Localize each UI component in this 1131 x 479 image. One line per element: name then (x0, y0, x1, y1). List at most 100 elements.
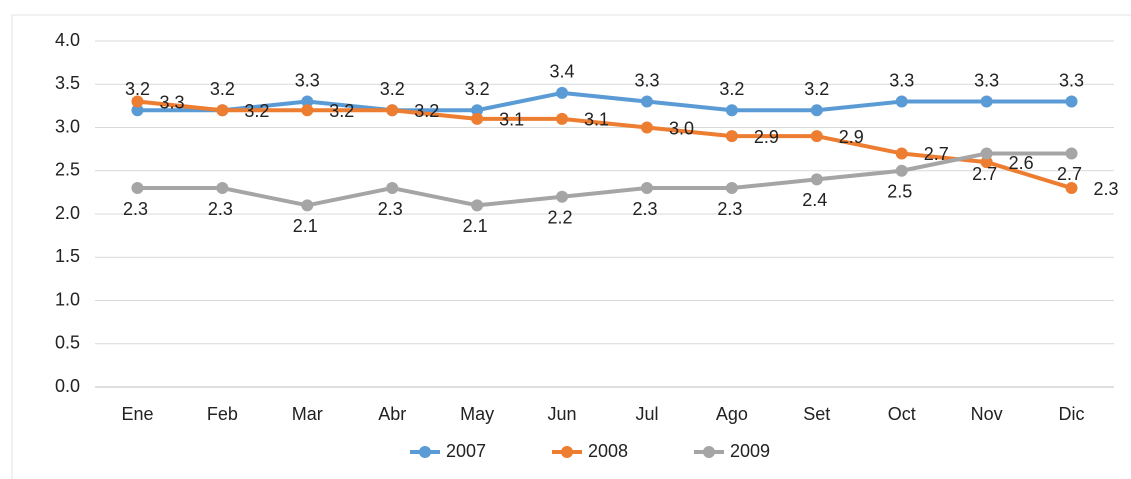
legend-marker (419, 446, 431, 458)
point (980, 156, 993, 169)
point (216, 182, 229, 195)
point (131, 182, 144, 195)
data-label: 3.1 (584, 110, 609, 130)
series-line (137, 99, 1073, 190)
data-label: 2.4 (802, 190, 827, 210)
point (471, 199, 484, 212)
data-label: 3.0 (669, 118, 694, 138)
data-label: 2.3 (208, 199, 233, 219)
point (810, 173, 823, 186)
data-label: 3.2 (719, 79, 744, 99)
point (810, 104, 823, 117)
point (810, 130, 823, 143)
point (640, 95, 653, 108)
point (301, 95, 314, 108)
y-tick-label: 3.0 (55, 116, 80, 136)
data-label: 2.3 (378, 199, 403, 219)
point (895, 147, 908, 160)
data-label: 3.3 (634, 70, 659, 90)
point (471, 112, 484, 125)
y-tick-label: 1.0 (55, 289, 80, 309)
point (131, 95, 144, 108)
point (1065, 95, 1078, 108)
y-tick-label: 0.0 (55, 376, 80, 396)
y-tick-label: 2.0 (55, 203, 80, 223)
chart-border (11, 14, 1131, 479)
point (980, 147, 993, 160)
data-label: 2.3 (717, 199, 742, 219)
point (556, 190, 569, 203)
y-tick-label: 4.0 (55, 30, 80, 50)
x-tick-label: Ago (716, 404, 748, 424)
data-label: 2.3 (123, 199, 148, 219)
point (640, 121, 653, 134)
series-line (137, 90, 1072, 113)
x-tick-label: Ene (121, 404, 153, 424)
series-line (137, 151, 1072, 208)
legend-label: 2009 (730, 441, 770, 461)
point (386, 182, 399, 195)
legend-label: 2008 (588, 441, 628, 461)
data-label: 2.1 (463, 216, 488, 236)
data-label: 3.2 (210, 79, 235, 99)
y-tick-label: 1.5 (55, 246, 80, 266)
data-label: 2.3 (1094, 179, 1119, 199)
data-label: 3.3 (974, 70, 999, 90)
point (301, 199, 314, 212)
point (216, 104, 229, 117)
x-tick-label: Mar (292, 404, 323, 424)
data-label: 2.6 (1009, 153, 1034, 173)
point (895, 95, 908, 108)
data-label: 2.1 (293, 216, 318, 236)
data-label: 2.5 (887, 182, 912, 202)
point (386, 104, 399, 117)
data-label: 3.3 (159, 92, 184, 112)
point (725, 182, 738, 195)
data-label: 3.2 (380, 79, 405, 99)
point (725, 130, 738, 143)
data-label: 2.7 (972, 164, 997, 184)
point (471, 104, 484, 117)
point (895, 164, 908, 177)
data-label: 2.7 (924, 144, 949, 164)
point (556, 86, 569, 99)
x-tick-label: Oct (888, 404, 916, 424)
x-tick-label: Set (803, 404, 830, 424)
data-label: 3.2 (414, 101, 439, 121)
data-label: 3.2 (329, 101, 354, 121)
x-tick-label: May (460, 404, 494, 424)
y-tick-label: 2.5 (55, 160, 80, 180)
x-tick-label: Jul (635, 404, 658, 424)
legend-marker (561, 446, 573, 458)
data-label: 3.2 (465, 79, 490, 99)
data-label: 2.7 (1057, 164, 1082, 184)
data-label: 2.3 (632, 199, 657, 219)
point (1065, 147, 1078, 160)
data-label: 2.9 (754, 127, 779, 147)
point (640, 182, 653, 195)
point (301, 104, 314, 117)
data-label: 3.2 (804, 79, 829, 99)
data-label: 3.4 (550, 62, 575, 82)
point (1065, 182, 1078, 195)
x-tick-label: Nov (971, 404, 1003, 424)
y-tick-label: 0.5 (55, 333, 80, 353)
data-label: 3.3 (1059, 70, 1084, 90)
x-tick-label: Abr (378, 404, 406, 424)
data-label: 3.2 (125, 79, 150, 99)
data-label: 2.2 (548, 207, 573, 227)
point (131, 104, 144, 117)
data-label: 2.9 (839, 127, 864, 147)
data-label: 3.3 (295, 70, 320, 90)
point (980, 95, 993, 108)
y-tick-label: 3.5 (55, 73, 80, 93)
legend-label: 2007 (446, 441, 486, 461)
data-label: 3.2 (244, 101, 269, 121)
legend-marker (703, 446, 715, 458)
data-label: 3.3 (889, 70, 914, 90)
point (725, 104, 738, 117)
x-tick-label: Jun (548, 404, 577, 424)
x-tick-label: Feb (207, 404, 238, 424)
